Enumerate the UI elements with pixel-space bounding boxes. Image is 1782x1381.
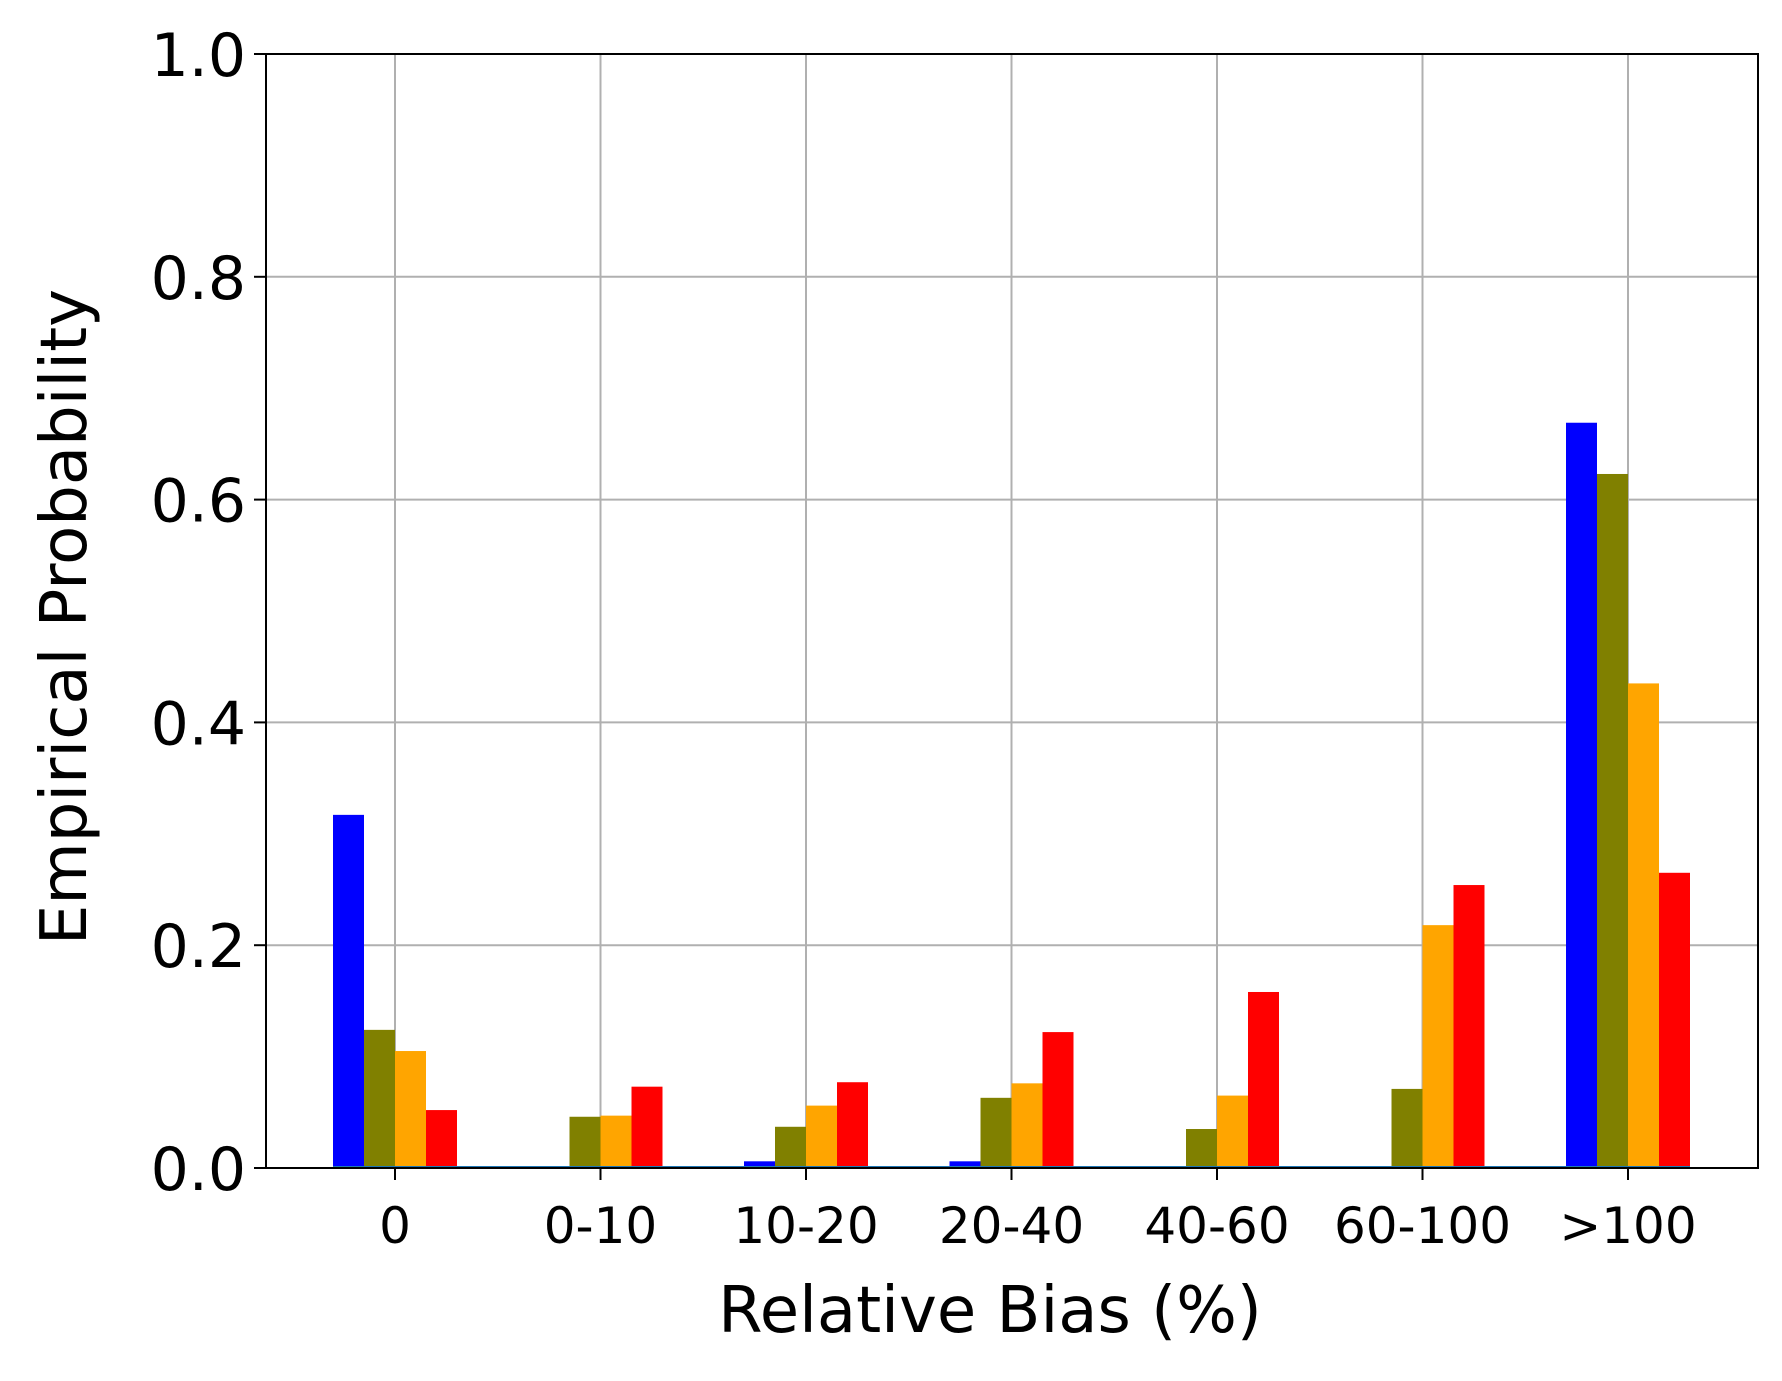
x-tick-label: 60-100 — [1334, 1197, 1511, 1255]
bar-series-0-3 — [949, 1161, 981, 1168]
x-axis-ticks: 0 0-10 10-20 20-40 40-60 60-100 >100 — [379, 1168, 1697, 1255]
bar-series-1-3 — [980, 1097, 1012, 1168]
y-axis-ticks: 0.0 0.2 0.4 0.6 0.8 1.0 — [151, 21, 266, 1205]
bar-series-2-4 — [1217, 1095, 1248, 1168]
x-tick-label: 40-60 — [1144, 1197, 1289, 1255]
y-tick-label: 0.2 — [151, 912, 246, 982]
x-tick-label: 10-20 — [733, 1197, 878, 1255]
x-tick-label: 0 — [379, 1197, 411, 1255]
bar-series-1-4 — [1186, 1129, 1217, 1168]
bar-series-0-6 — [1566, 422, 1597, 1168]
bar-series-2-3 — [1011, 1083, 1043, 1168]
x-tick-label: 20-40 — [939, 1197, 1084, 1255]
bar-series-1-5 — [1391, 1088, 1423, 1168]
y-tick-label: 0.6 — [151, 467, 246, 537]
bar-series-3-2 — [837, 1082, 868, 1168]
bar-series-3-0 — [426, 1110, 457, 1168]
y-tick-label: 0.0 — [151, 1135, 246, 1205]
bar-series-0-0 — [333, 814, 364, 1168]
bar-series-3-4 — [1248, 991, 1279, 1168]
bar-series-1-1 — [569, 1116, 601, 1168]
bar-series-1-2 — [775, 1126, 806, 1168]
bar-series-3-1 — [631, 1086, 663, 1168]
bar-series-1-0 — [364, 1029, 395, 1168]
bar-series-3-5 — [1453, 885, 1485, 1168]
x-axis-label: Relative Bias (%) — [718, 1274, 1262, 1348]
bar-series-3-6 — [1659, 872, 1690, 1168]
y-tick-label: 0.8 — [151, 244, 246, 314]
y-tick-label: 0.4 — [151, 689, 246, 759]
bar-series-2-5 — [1422, 925, 1454, 1168]
bar-series-1-6 — [1597, 473, 1628, 1168]
bar-series-2-2 — [806, 1105, 837, 1168]
bars — [333, 422, 1690, 1168]
bar-series-2-6 — [1628, 683, 1659, 1168]
x-tick-label: >100 — [1559, 1197, 1696, 1255]
bar-series-2-0 — [395, 1051, 426, 1168]
x-tick-label: 0-10 — [544, 1197, 657, 1255]
bar-series-3-3 — [1042, 1032, 1074, 1168]
y-axis-label: Empirical Probability — [28, 289, 102, 945]
y-tick-label: 1.0 — [151, 21, 246, 91]
bar-series-2-1 — [600, 1115, 632, 1168]
bar-series-0-2 — [744, 1161, 775, 1168]
